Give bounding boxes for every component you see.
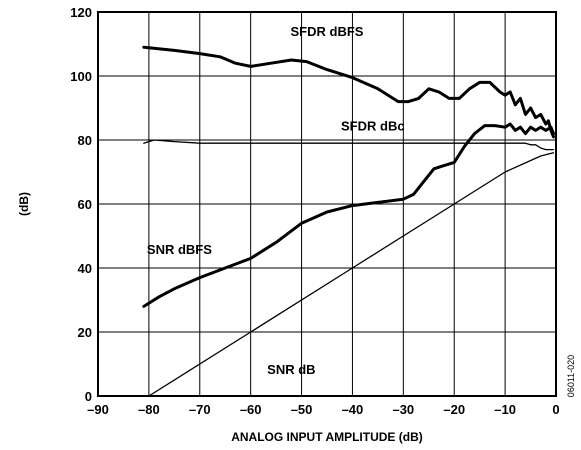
y-tick-label: 0 xyxy=(85,389,92,404)
x-tick-label: –60 xyxy=(240,402,262,417)
series-label-2: SFDR dBc xyxy=(341,119,405,134)
figure-code: 06011-020 xyxy=(566,355,576,397)
y-tick-labels: 0 20 40 60 80 100 120 xyxy=(70,5,92,404)
series-lines xyxy=(142,45,555,397)
x-tick-label: –30 xyxy=(392,402,414,417)
y-tick-label: 40 xyxy=(78,261,92,276)
x-tick-label: –70 xyxy=(189,402,211,417)
x-tick-label: –80 xyxy=(138,402,160,417)
y-tick-label: 80 xyxy=(78,133,92,148)
y-tick-label: 120 xyxy=(70,5,92,20)
series-line-4 xyxy=(148,152,555,397)
series-label-4: SNR dB xyxy=(267,362,315,377)
series-line-2 xyxy=(143,139,555,151)
x-tick-label: 0 xyxy=(552,402,559,417)
y-tick-label: 100 xyxy=(70,69,92,84)
x-tick-label: –90 xyxy=(87,402,109,417)
y-tick-label: 60 xyxy=(78,197,92,212)
series-line-3 xyxy=(142,122,555,308)
series-label-3: SNR dBFS xyxy=(147,242,212,257)
x-tick-label: –50 xyxy=(291,402,313,417)
x-tick-label: –20 xyxy=(443,402,465,417)
x-tick-labels: –90 –80 –70 –60 –50 –40 –30 –20 –10 0 xyxy=(87,402,559,417)
y-axis-label: (dB) xyxy=(17,192,31,216)
series-label-1: SFDR dBFS xyxy=(291,24,364,39)
x-axis-label: ANALOG INPUT AMPLITUDE (dB) xyxy=(231,430,423,444)
y-tick-label: 20 xyxy=(78,325,92,340)
series-line-1 xyxy=(142,45,555,139)
x-tick-label: –10 xyxy=(494,402,516,417)
x-tick-label: –40 xyxy=(342,402,364,417)
plot-frame xyxy=(97,11,557,397)
series-labels: SFDR dBFS SFDR dBc SNR dBFS SNR dB xyxy=(147,24,405,377)
